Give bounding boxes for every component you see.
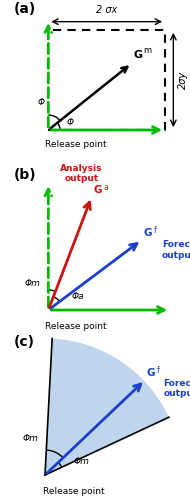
Text: (b): (b) xyxy=(13,168,36,182)
Text: Φm: Φm xyxy=(73,457,89,466)
Text: f: f xyxy=(157,366,159,375)
Text: Φm: Φm xyxy=(22,434,38,443)
Text: Φ: Φ xyxy=(67,118,74,126)
Text: G: G xyxy=(143,228,152,238)
Text: Forecast
output: Forecast output xyxy=(163,378,190,398)
Text: Φa: Φa xyxy=(72,292,84,301)
Text: Release point: Release point xyxy=(45,140,107,149)
Text: Analysis
output: Analysis output xyxy=(60,164,103,184)
Wedge shape xyxy=(45,338,169,475)
Text: m: m xyxy=(143,46,151,55)
Text: G: G xyxy=(133,50,142,60)
Text: f: f xyxy=(153,226,156,235)
Text: (c): (c) xyxy=(13,335,34,349)
Text: a: a xyxy=(103,182,108,192)
Text: 2σy: 2σy xyxy=(178,71,188,89)
Text: (a): (a) xyxy=(13,2,36,16)
Text: Φ: Φ xyxy=(38,98,45,106)
Text: Φm: Φm xyxy=(24,279,40,288)
Text: Forecast
output: Forecast output xyxy=(162,240,190,260)
Text: 2 σx: 2 σx xyxy=(96,5,117,15)
Text: Release point: Release point xyxy=(45,322,107,330)
Text: G: G xyxy=(147,368,155,378)
Text: Release point: Release point xyxy=(43,486,105,496)
Text: G: G xyxy=(93,185,102,195)
